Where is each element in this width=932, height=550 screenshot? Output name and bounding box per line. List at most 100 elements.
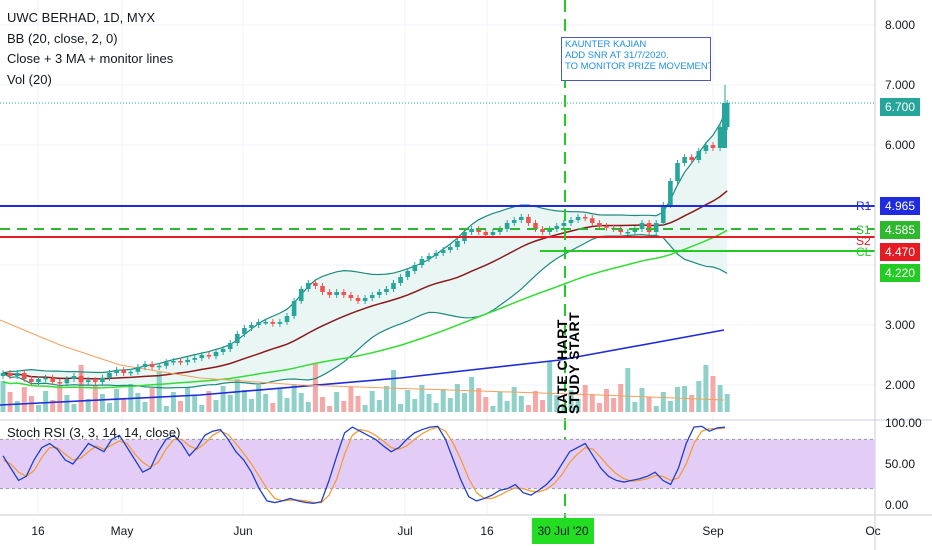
time-tick-label: Sep	[702, 524, 724, 538]
volume-bar	[312, 363, 318, 412]
candle-body	[206, 355, 212, 357]
volume-bar	[249, 399, 254, 412]
candle-body	[412, 265, 418, 271]
annotation-callout[interactable]: KAUNTER KAJIAN ADD SNR AT 31/7/2020. TO …	[561, 37, 711, 81]
volume-bar	[362, 405, 368, 412]
callout-line: KAUNTER KAJIAN	[565, 39, 647, 50]
volume-bar	[227, 395, 233, 412]
volume-bar	[305, 402, 311, 412]
stoch-rsi-label: Stoch RSI (3, 3, 14, 14, close)	[7, 425, 181, 440]
volume-bar	[383, 386, 389, 412]
candle-body	[703, 145, 709, 151]
candle-body	[235, 334, 240, 343]
volume-bar	[50, 400, 56, 412]
stoch-tick-label: 0.00	[885, 498, 909, 512]
time-tick-label: Jul	[397, 524, 412, 538]
candle-body	[653, 223, 659, 232]
volume-bar	[525, 405, 531, 412]
candle-body	[440, 250, 446, 253]
candle-body	[646, 223, 652, 232]
candle-body	[50, 377, 55, 382]
candle-body	[604, 226, 609, 228]
candle-body	[227, 343, 233, 349]
volume-bar	[348, 387, 354, 412]
volume-bar	[568, 390, 574, 412]
candle-body	[171, 361, 176, 363]
candle-body	[306, 283, 311, 289]
volume-bar	[682, 386, 688, 412]
candle-body	[249, 325, 254, 328]
volume-bar	[419, 385, 425, 412]
candle-body	[78, 376, 84, 382]
candle-body	[722, 103, 727, 148]
bollinger-band-fill	[3, 108, 728, 388]
volume-bar	[454, 384, 460, 412]
volume-bar	[298, 393, 304, 412]
candle-body	[490, 232, 496, 235]
ma-50-line	[2, 229, 728, 389]
volume-bar	[376, 400, 382, 412]
volume-bar	[36, 405, 41, 412]
candle-body	[582, 217, 588, 219]
candle-body	[597, 223, 602, 226]
candle-body	[327, 292, 332, 295]
candle-body	[504, 223, 510, 229]
volume-bar	[518, 396, 524, 412]
volume-indicator-label: Vol (20)	[7, 71, 52, 87]
candle-body	[618, 229, 623, 232]
candle-body	[298, 289, 304, 301]
candle-body	[291, 301, 297, 316]
candle-body	[313, 283, 318, 286]
volume-bar	[426, 394, 432, 412]
candle-body	[455, 241, 460, 247]
candle-body	[384, 289, 389, 292]
s1-label: S1	[856, 223, 871, 237]
s2-label: S2	[856, 234, 871, 248]
volume-bar	[405, 390, 411, 412]
volume-bar	[447, 398, 453, 412]
volume-bar	[433, 403, 439, 412]
volume-bar	[412, 399, 418, 412]
volume-bar	[646, 397, 652, 412]
study-date-badge	[532, 518, 594, 544]
r1-label: R1	[856, 199, 872, 213]
candle-body	[689, 157, 694, 160]
candle-body	[483, 232, 489, 235]
candle-body	[405, 271, 410, 277]
stoch-tick-label: 50.00	[885, 457, 915, 471]
volume-bar	[220, 386, 226, 412]
volume-bar	[156, 372, 162, 412]
volume-bar	[703, 365, 709, 412]
volume-bar	[78, 365, 84, 412]
volume-bar	[270, 403, 276, 412]
volume-bar	[213, 400, 219, 412]
candle-body	[590, 218, 595, 223]
volume-bar	[632, 402, 638, 412]
candle-body	[185, 359, 190, 363]
candle-body	[149, 364, 155, 367]
volume-bar	[320, 397, 325, 412]
volume-bar	[490, 406, 496, 412]
volume-bar	[114, 389, 120, 412]
vertical-annotation-study-start: STUDY START	[566, 311, 582, 414]
candle-body	[661, 205, 666, 223]
volume-bar	[256, 385, 262, 412]
candle-body	[675, 163, 680, 181]
cl-price-tag: 4.220	[880, 264, 921, 282]
volume-bar	[355, 396, 361, 412]
volume-bar	[717, 385, 723, 412]
stoch-tick-label: 100.00	[885, 416, 922, 430]
volume-bar	[142, 402, 148, 412]
volume-bar	[64, 395, 70, 412]
candle-body	[242, 328, 247, 334]
time-tick-label: 16	[31, 524, 45, 538]
volume-bar	[653, 406, 659, 412]
time-tick-label: 16	[480, 524, 494, 538]
volume-bar	[391, 370, 396, 412]
volume-bar	[483, 397, 489, 412]
volume-bar	[625, 368, 631, 412]
candle-body	[256, 322, 261, 325]
candle-body	[348, 295, 354, 298]
volume-bar	[639, 388, 645, 412]
